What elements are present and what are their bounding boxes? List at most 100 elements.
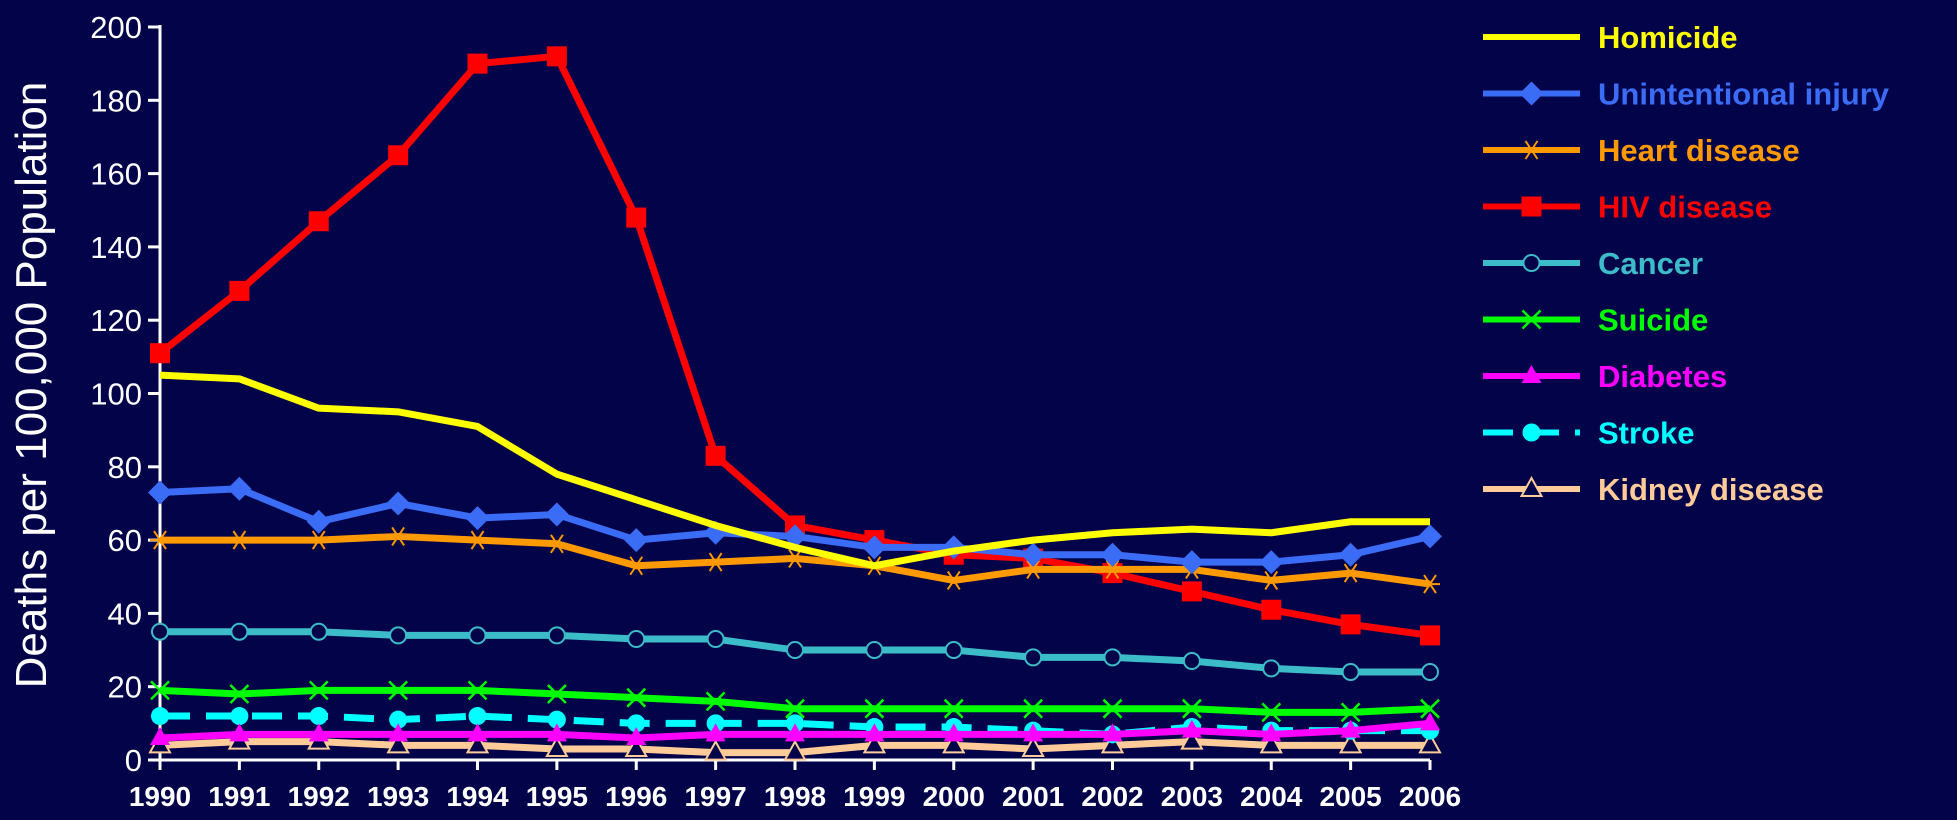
data-point (943, 723, 964, 742)
legend-item-kidney-disease: Kidney disease (1483, 472, 1824, 507)
data-point (1418, 524, 1442, 549)
data-point (151, 622, 169, 641)
data-point (1340, 719, 1361, 738)
data-point (626, 556, 647, 576)
y-tick-label: 140 (90, 230, 142, 265)
data-point (786, 641, 804, 660)
data-point (547, 626, 566, 645)
data-point (308, 723, 329, 742)
x-tick-label: 1998 (764, 781, 826, 812)
x-tick-label: 2005 (1319, 781, 1381, 812)
legend-marker (1521, 196, 1542, 217)
legend-item-stroke: Stroke (1483, 416, 1694, 451)
legend-item-unintentional-injury: Unintentional injury (1483, 77, 1890, 112)
y-axis-label: Deaths per 100,000 Population (7, 82, 56, 689)
data-point (1340, 702, 1361, 723)
series-homicide (159, 371, 1430, 570)
data-point (1420, 698, 1440, 719)
legend-label: Heart disease (1598, 133, 1800, 168)
data-point (546, 46, 567, 67)
y-tick-label: 0 (125, 743, 142, 778)
data-point (1181, 581, 1202, 602)
data-point (546, 723, 567, 742)
data-point (1420, 712, 1440, 731)
data-point (1182, 652, 1201, 671)
x-tick-label: 1993 (367, 781, 429, 812)
legend: Homicide Unintentional injury Heart diseas… (1483, 20, 1890, 507)
data-point (1340, 614, 1361, 635)
series-line-stroke (160, 712, 1430, 738)
data-point (1420, 625, 1440, 646)
data-point (862, 535, 887, 560)
legend-item-cancer: Cancer (1483, 246, 1703, 281)
legend-label: Cancer (1598, 246, 1703, 281)
data-point (942, 732, 966, 754)
series-layer (148, 46, 1442, 761)
legend-label: Suicide (1598, 303, 1708, 338)
data-point (547, 710, 566, 729)
data-point (1180, 728, 1204, 750)
data-point (624, 528, 649, 553)
data-point (1338, 732, 1363, 754)
data-point (230, 707, 249, 726)
data-point (1418, 732, 1442, 754)
series-suicide (150, 680, 1440, 723)
data-point (1261, 702, 1282, 723)
series-cancer (151, 622, 1439, 682)
x-tick-label: 1999 (843, 781, 905, 812)
data-point (150, 680, 170, 701)
data-point (783, 739, 807, 761)
data-point (627, 630, 646, 649)
data-point (389, 710, 408, 729)
data-point (1261, 599, 1282, 620)
x-tick-label: 1997 (684, 781, 746, 812)
legend-label: Stroke (1598, 416, 1694, 451)
legend-marker (1521, 140, 1542, 160)
data-point (864, 723, 885, 742)
axes: 0 20 40 60 80 100 120 140 160 180 200 1990 1991 1992 1… (90, 10, 1461, 812)
data-point (465, 732, 490, 754)
data-point (1181, 719, 1202, 738)
series-line-homicide (159, 371, 1430, 570)
series-heart-disease (150, 526, 1440, 594)
legend-label: Unintentional injury (1598, 77, 1890, 112)
legend-label: HIV disease (1598, 190, 1772, 225)
data-point (1023, 559, 1044, 579)
data-point (388, 145, 409, 166)
data-point (626, 727, 647, 746)
y-tick-label: 80 (108, 450, 142, 485)
legend-marker (1519, 81, 1544, 106)
data-point (230, 622, 249, 641)
data-point (306, 509, 331, 534)
legend-label: Homicide (1598, 20, 1738, 55)
x-tick-label: 2006 (1399, 781, 1461, 812)
data-point (864, 698, 885, 719)
data-point (1179, 550, 1204, 575)
data-point (862, 732, 887, 754)
data-point (1023, 698, 1044, 719)
data-point (1102, 698, 1123, 719)
data-point (229, 530, 250, 550)
legend-marker (1522, 423, 1541, 442)
y-tick-label: 120 (90, 303, 142, 338)
legend-marker (1519, 475, 1544, 497)
data-point (1261, 723, 1282, 742)
legend-item-suicide: Suicide (1483, 303, 1708, 338)
data-point (150, 727, 170, 746)
data-point (626, 687, 647, 708)
data-point (1023, 723, 1044, 742)
y-tick-label: 60 (108, 523, 142, 558)
data-point (1340, 563, 1361, 583)
data-point (1102, 723, 1123, 742)
x-tick-label: 1994 (446, 781, 509, 812)
data-point (468, 707, 487, 726)
x-tick-label: 2004 (1240, 781, 1303, 812)
data-point (227, 476, 252, 501)
data-point (624, 735, 648, 758)
data-point (309, 622, 328, 641)
data-point (785, 548, 805, 568)
y-tick-label: 180 (90, 83, 142, 118)
data-point (1338, 542, 1363, 567)
y-tick-label: 100 (90, 377, 142, 412)
data-point (309, 707, 328, 726)
